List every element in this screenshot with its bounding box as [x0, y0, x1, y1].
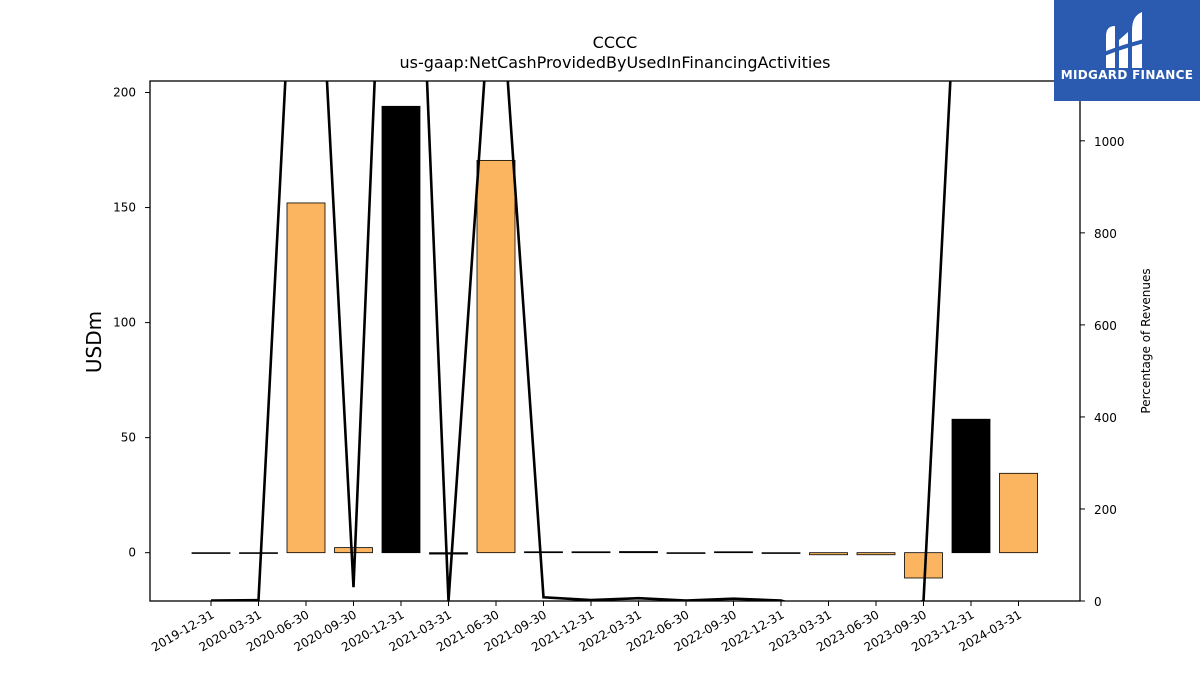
bar-2021-09-30 — [524, 551, 563, 554]
y-right-tick-label: 200 — [1094, 503, 1117, 517]
bar-2023-06-30 — [856, 552, 896, 556]
y-tick-label: 0 — [128, 546, 136, 560]
y-right-tick-label: 400 — [1094, 411, 1117, 425]
y-right-tick-label: 0 — [1094, 595, 1102, 609]
y-axis-right: 0 200 400 600 800 1000 — [1080, 135, 1125, 609]
bar-2024-03-31 — [999, 472, 1038, 554]
logo-mark-icon — [1103, 12, 1149, 68]
bar-2020-03-31 — [239, 552, 278, 554]
y-tick-label: 200 — [113, 86, 136, 100]
bar-2022-03-31 — [619, 551, 658, 554]
bar-2023-12-31 — [951, 418, 991, 554]
chart-subtitle: us-gaap:NetCashProvidedByUsedInFinancing… — [399, 53, 830, 72]
y-right-tick-label: 600 — [1094, 319, 1117, 333]
y-tick-label: 150 — [113, 201, 136, 215]
plot-frame — [149, 80, 1081, 602]
bar-2021-06-30 — [476, 159, 516, 554]
logo: MIDGARD FINANCE — [1054, 0, 1200, 101]
y-tick-label: 100 — [113, 316, 136, 330]
bar-2022-09-30 — [714, 551, 753, 554]
bar-2021-03-31 — [429, 552, 468, 555]
bar-2022-12-31 — [761, 552, 801, 554]
bar-2019-12-31 — [191, 552, 231, 554]
y-axis-label: USDm — [82, 311, 106, 373]
x-axis: 2019-12-312020-03-312020-06-302020-09-30… — [149, 601, 1024, 654]
bar-2020-12-31 — [381, 105, 421, 554]
bar-2023-03-31 — [809, 552, 848, 556]
logo-text: MIDGARD FINANCE — [1060, 68, 1194, 82]
bar-2021-12-31 — [571, 551, 611, 554]
bar-2020-06-30 — [286, 202, 326, 554]
bar-2020-09-30 — [334, 547, 373, 554]
y-right-tick-label: 1000 — [1094, 135, 1125, 149]
chart-title: CCCC — [593, 33, 638, 52]
y-axis-left: 0 50 100 150 200 — [113, 86, 150, 560]
y-tick-label: 50 — [121, 431, 136, 445]
y-axis-right-label: Percentage of Revenues — [1139, 268, 1153, 413]
y-right-tick-label: 800 — [1094, 227, 1117, 241]
bar-2023-09-30 — [904, 552, 943, 579]
bar-2022-06-30 — [666, 552, 706, 554]
percentage-line — [210, 81, 1019, 601]
bar-series — [191, 105, 1038, 579]
